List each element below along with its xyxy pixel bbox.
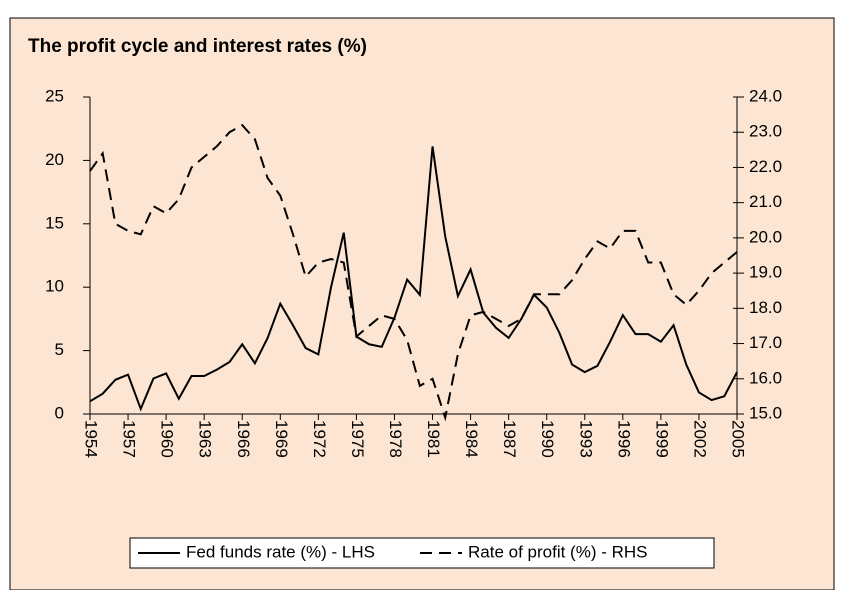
x-tick-label: 1999 [652, 420, 671, 458]
x-tick-label: 2002 [690, 420, 709, 458]
x-tick-label: 1984 [462, 420, 481, 458]
x-tick-label: 2005 [729, 420, 748, 458]
chart-background [9, 17, 835, 590]
data-line [89, 146, 738, 412]
y2-tick-label: 18.0 [749, 298, 782, 317]
chart-title: The profit cycle and interest rates (%) [28, 36, 367, 57]
y2-tick-label: 16.0 [749, 368, 782, 387]
y2-tick-label: 17.0 [749, 333, 782, 352]
y2-tick-label: 20.0 [749, 227, 782, 246]
x-tick-label: 1978 [386, 420, 405, 458]
x-tick-label: 1966 [234, 420, 253, 458]
data-line [89, 123, 738, 422]
y2-tick-label: 23.0 [749, 122, 782, 141]
x-tick-label: 1960 [158, 420, 177, 458]
x-tick-label: 1954 [82, 420, 101, 458]
x-tick-label: 1996 [614, 420, 633, 458]
x-tick-label: 1990 [538, 420, 557, 458]
y2-tick-label: 21.0 [749, 192, 782, 211]
x-tick-label: 1981 [424, 420, 443, 458]
y-tick-label: 10 [45, 277, 64, 296]
legend-label: Rate of profit (%) - RHS [468, 542, 648, 561]
x-tick-label: 1963 [196, 420, 215, 458]
y-tick-label: 5 [55, 340, 64, 359]
x-tick-label: 1972 [310, 420, 329, 458]
x-tick-label: 1969 [272, 420, 291, 458]
x-tick-label: 1957 [120, 420, 139, 458]
x-tick-label: 1993 [576, 420, 595, 458]
y-tick-label: 15 [45, 213, 64, 232]
x-tick-label: 1987 [500, 420, 519, 458]
legend-label: Fed funds rate (%) - LHS [186, 542, 375, 561]
y-tick-label: 20 [45, 150, 64, 169]
y-tick-label: 25 [45, 86, 64, 105]
y-tick-label: 0 [55, 403, 64, 422]
y2-tick-label: 24.0 [749, 86, 782, 105]
y2-tick-label: 19.0 [749, 263, 782, 282]
y2-tick-label: 15.0 [749, 403, 782, 422]
y2-tick-label: 22.0 [749, 157, 782, 176]
x-tick-label: 1975 [348, 420, 367, 458]
